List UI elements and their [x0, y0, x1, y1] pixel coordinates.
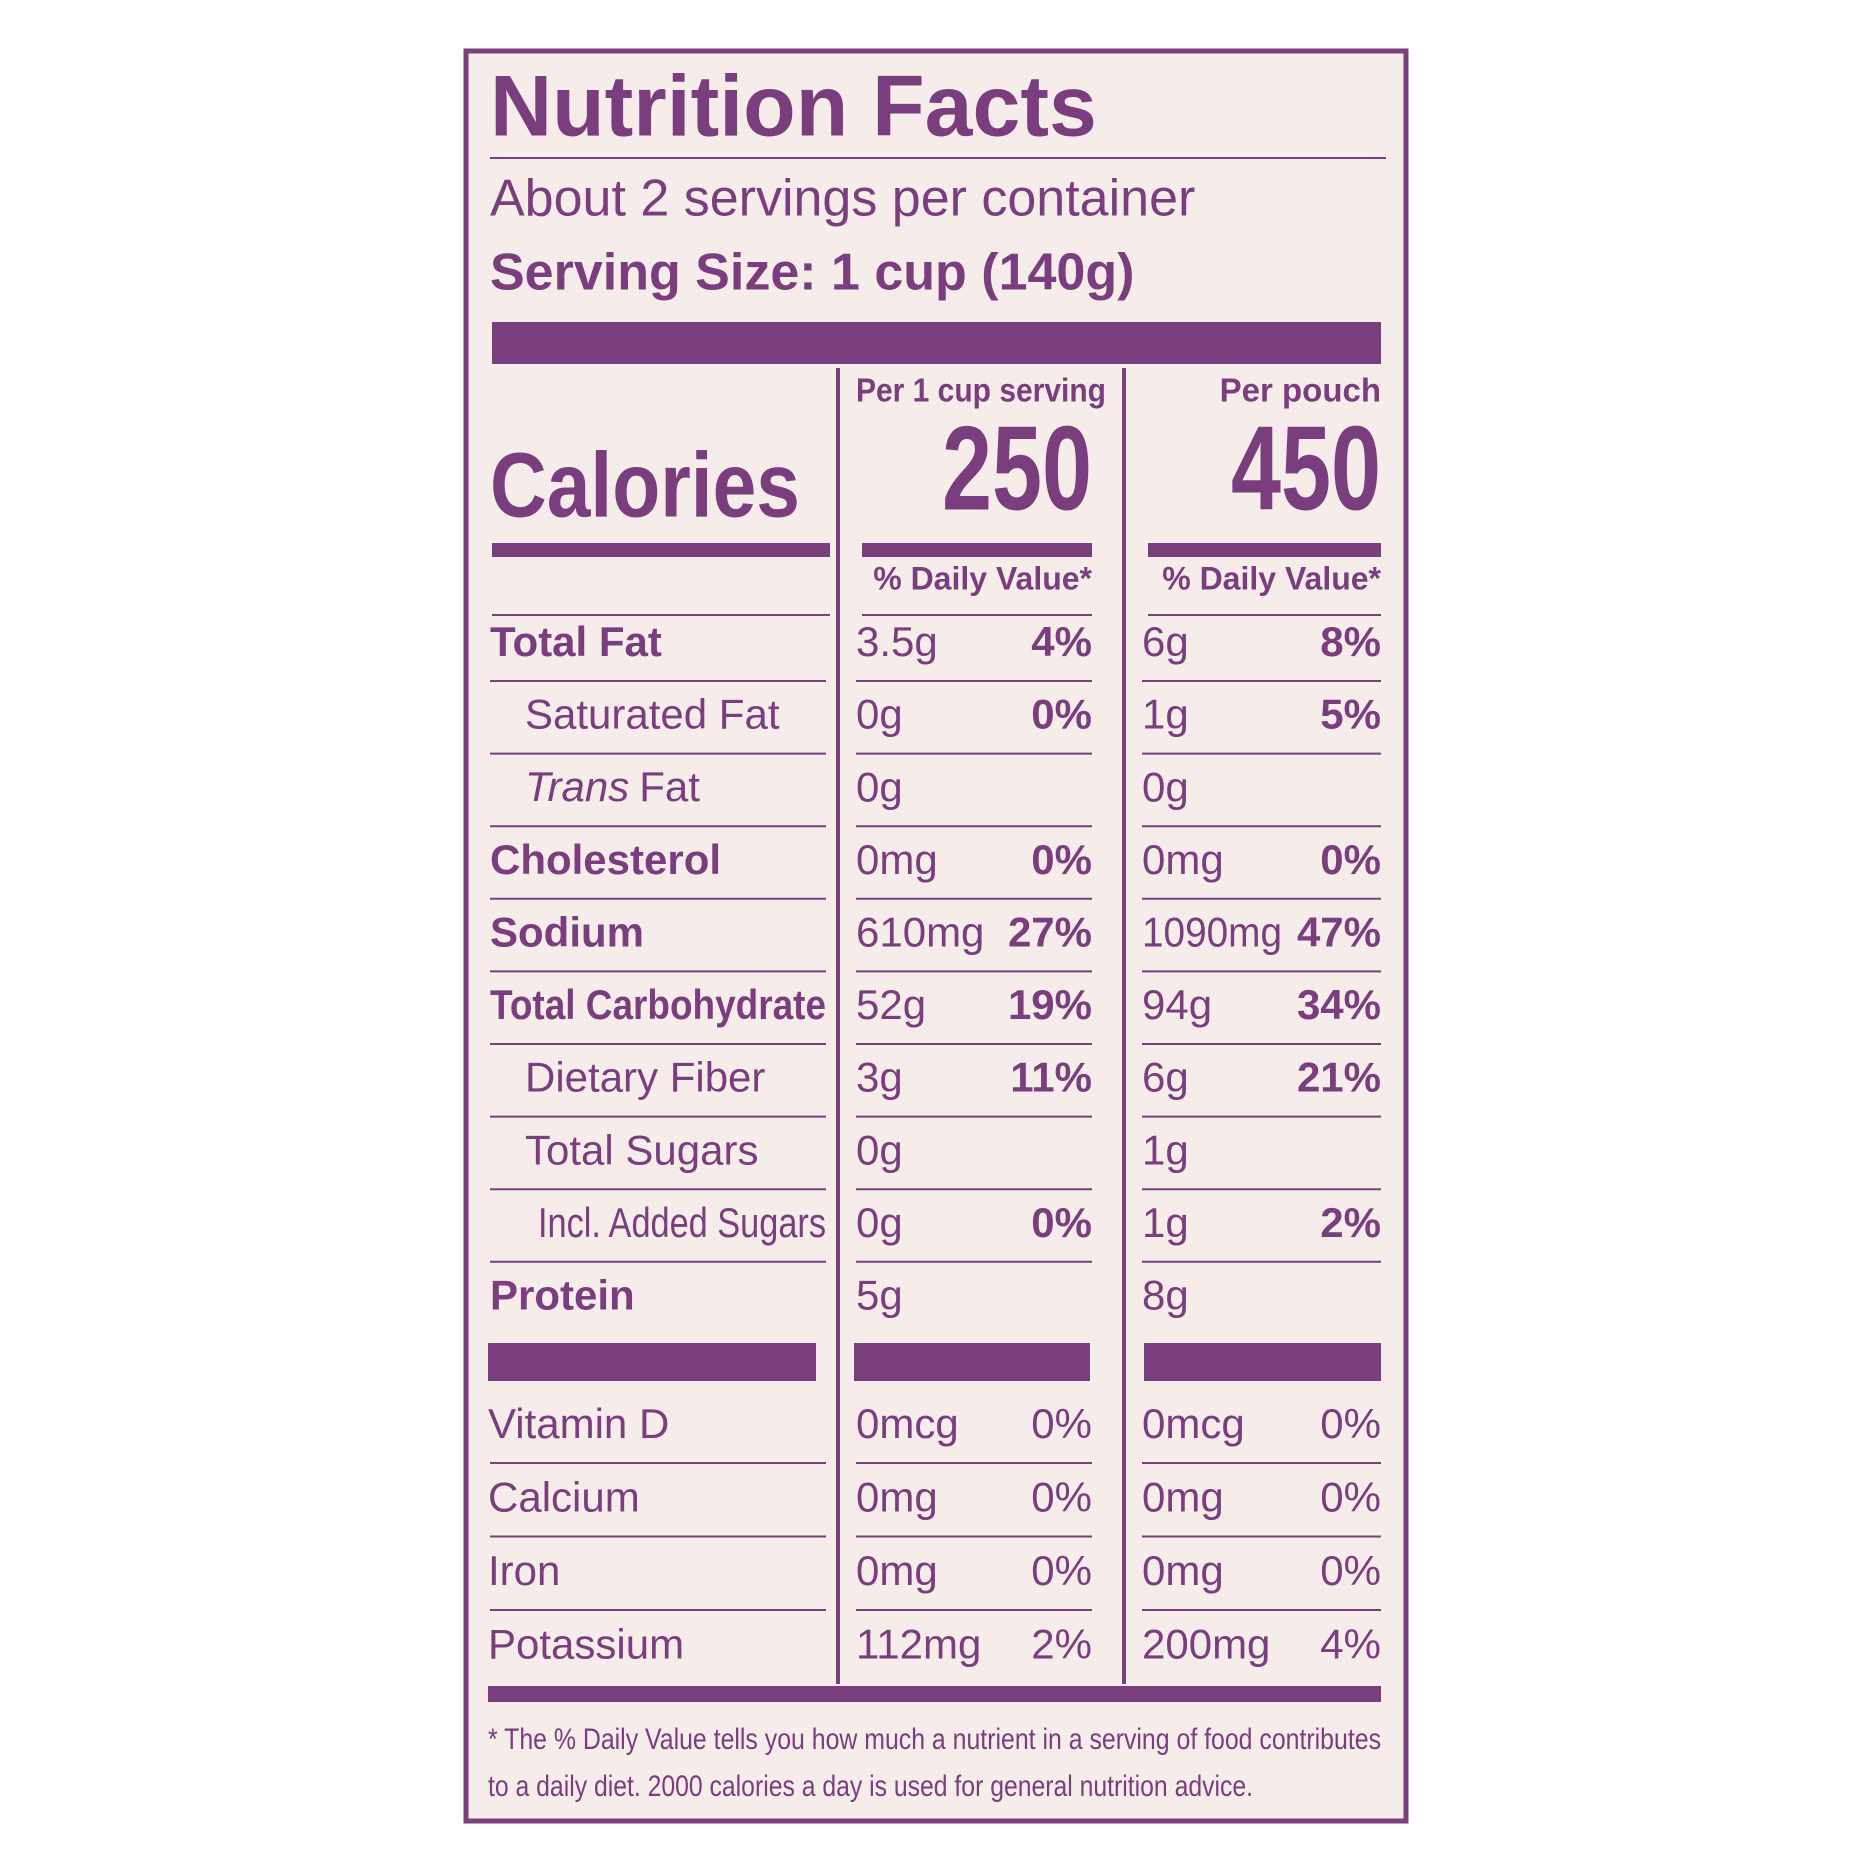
daily-value: 0% — [1320, 836, 1381, 883]
vitamin-name: Calcium — [488, 1474, 640, 1521]
nutrient-name: Total Fat — [490, 618, 662, 665]
nutrient-name: Total Sugars — [525, 1126, 758, 1173]
daily-value: 19% — [1008, 981, 1092, 1028]
vitamin-name: Potassium — [488, 1621, 684, 1668]
amount: 112mg — [856, 1621, 981, 1668]
bottom-bar — [488, 1686, 1381, 1702]
nutrient-name: Sodium — [490, 908, 644, 955]
daily-value: 47% — [1297, 908, 1381, 955]
daily-value: 0% — [1320, 1400, 1381, 1447]
amount: 200mg — [1142, 1621, 1270, 1668]
daily-value: 8% — [1320, 618, 1381, 665]
amount: 0mg — [1142, 836, 1224, 883]
nutrient-name: Incl. Added Sugars — [538, 1199, 826, 1246]
vitamin-bar — [1144, 1343, 1381, 1381]
amount: 0g — [856, 1126, 903, 1173]
serving-size: Serving Size: 1 cup (140g) — [490, 244, 1134, 302]
amount: 5g — [856, 1271, 903, 1318]
vitamin-bar — [488, 1343, 816, 1381]
nutrient-name: Total Carbohydrate — [490, 981, 826, 1028]
amount: 0g — [856, 1199, 903, 1246]
amount: 1090mg — [1142, 908, 1282, 955]
nutrient-name: Trans Fat — [525, 763, 700, 810]
calories-label: Calories — [490, 434, 800, 536]
calories-bar — [1148, 543, 1381, 557]
servings: About 2 servings per container — [490, 170, 1195, 228]
daily-value: 11% — [1010, 1054, 1092, 1101]
daily-value: 2% — [1320, 1199, 1381, 1246]
daily-value: 34% — [1297, 981, 1381, 1028]
daily-value: 0% — [1320, 1547, 1381, 1594]
amount: 0g — [856, 763, 903, 810]
name-part: Fat — [639, 763, 700, 810]
daily-value: 27% — [1008, 908, 1092, 955]
daily-value: 0% — [1031, 1400, 1092, 1447]
dv-header: % Daily Value* — [1162, 560, 1381, 596]
daily-value: 5% — [1320, 691, 1381, 738]
amount: 1g — [1142, 1126, 1189, 1173]
daily-value: 0% — [1031, 1199, 1092, 1246]
amount: 3g — [856, 1054, 903, 1101]
amount: 0g — [856, 691, 903, 738]
daily-value: 21% — [1297, 1054, 1381, 1101]
amount: 0mg — [856, 1474, 938, 1521]
vitamin-name: Iron — [488, 1547, 560, 1594]
amount: 0g — [1142, 763, 1189, 810]
amount: 8g — [1142, 1271, 1189, 1318]
daily-value: 0% — [1031, 691, 1092, 738]
daily-value: 4% — [1031, 618, 1092, 665]
amount: 0mcg — [856, 1400, 959, 1447]
amount: 94g — [1142, 981, 1212, 1028]
daily-value: 0% — [1031, 836, 1092, 883]
amount: 52g — [856, 981, 926, 1028]
nutrient-name: Dietary Fiber — [525, 1054, 765, 1101]
calories-value: 250 — [942, 402, 1092, 536]
footnote: to a daily diet. 2000 calories a day is … — [488, 1770, 1253, 1803]
nutrient-name: Protein — [490, 1271, 635, 1318]
calories-value: 450 — [1231, 402, 1381, 536]
calories-bar — [492, 543, 830, 557]
daily-value: 2% — [1031, 1621, 1092, 1668]
amount: 0mcg — [1142, 1400, 1245, 1447]
amount: 0mg — [1142, 1474, 1224, 1521]
daily-value: 0% — [1031, 1474, 1092, 1521]
daily-value: 0% — [1320, 1474, 1381, 1521]
calories-bar — [862, 543, 1092, 557]
nutrient-name: Saturated Fat — [525, 691, 780, 738]
amount: 0mg — [1142, 1547, 1224, 1594]
vitamin-name: Vitamin D — [488, 1400, 669, 1447]
dv-header: % Daily Value* — [873, 560, 1092, 596]
title: Nutrition Facts — [490, 59, 1097, 155]
footnote: * The % Daily Value tells you how much a… — [488, 1723, 1381, 1756]
amount: 1g — [1142, 1199, 1189, 1246]
amount: 6g — [1142, 618, 1189, 665]
amount: 0mg — [856, 1547, 938, 1594]
nutrient-name: Cholesterol — [490, 836, 721, 883]
name-part: Trans — [525, 763, 629, 810]
daily-value: 4% — [1320, 1621, 1381, 1668]
amount: 610mg — [856, 908, 984, 955]
column-header: Per 1 cup serving — [856, 372, 1106, 409]
amount: 0mg — [856, 836, 938, 883]
column-header: Per pouch — [1220, 372, 1381, 409]
amount: 3.5g — [856, 618, 938, 665]
amount: 1g — [1142, 691, 1189, 738]
daily-value: 0% — [1031, 1547, 1092, 1594]
vitamin-bar — [854, 1343, 1090, 1381]
thick-bar — [492, 322, 1381, 364]
amount: 6g — [1142, 1054, 1189, 1101]
